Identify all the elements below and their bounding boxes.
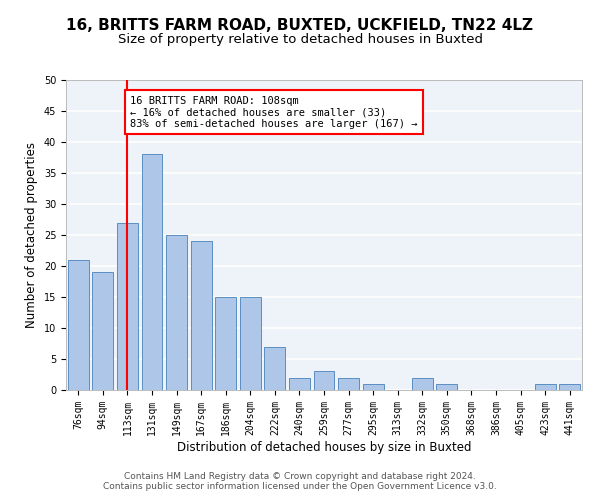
Bar: [117, 222, 138, 390]
Bar: [142, 154, 163, 390]
Bar: [166, 235, 187, 390]
Bar: [362, 384, 383, 390]
Bar: [436, 384, 457, 390]
Bar: [68, 260, 89, 390]
Bar: [559, 384, 580, 390]
Text: Contains public sector information licensed under the Open Government Licence v3: Contains public sector information licen…: [103, 482, 497, 491]
Bar: [289, 378, 310, 390]
X-axis label: Distribution of detached houses by size in Buxted: Distribution of detached houses by size …: [177, 440, 471, 454]
Y-axis label: Number of detached properties: Number of detached properties: [25, 142, 38, 328]
Bar: [215, 297, 236, 390]
Bar: [191, 241, 212, 390]
Bar: [265, 346, 286, 390]
Bar: [314, 372, 334, 390]
Bar: [338, 378, 359, 390]
Text: 16 BRITTS FARM ROAD: 108sqm
← 16% of detached houses are smaller (33)
83% of sem: 16 BRITTS FARM ROAD: 108sqm ← 16% of det…: [130, 96, 418, 128]
Bar: [240, 297, 261, 390]
Text: Size of property relative to detached houses in Buxted: Size of property relative to detached ho…: [118, 32, 482, 46]
Text: 16, BRITTS FARM ROAD, BUXTED, UCKFIELD, TN22 4LZ: 16, BRITTS FARM ROAD, BUXTED, UCKFIELD, …: [67, 18, 533, 32]
Bar: [412, 378, 433, 390]
Bar: [92, 272, 113, 390]
Text: Contains HM Land Registry data © Crown copyright and database right 2024.: Contains HM Land Registry data © Crown c…: [124, 472, 476, 481]
Bar: [535, 384, 556, 390]
